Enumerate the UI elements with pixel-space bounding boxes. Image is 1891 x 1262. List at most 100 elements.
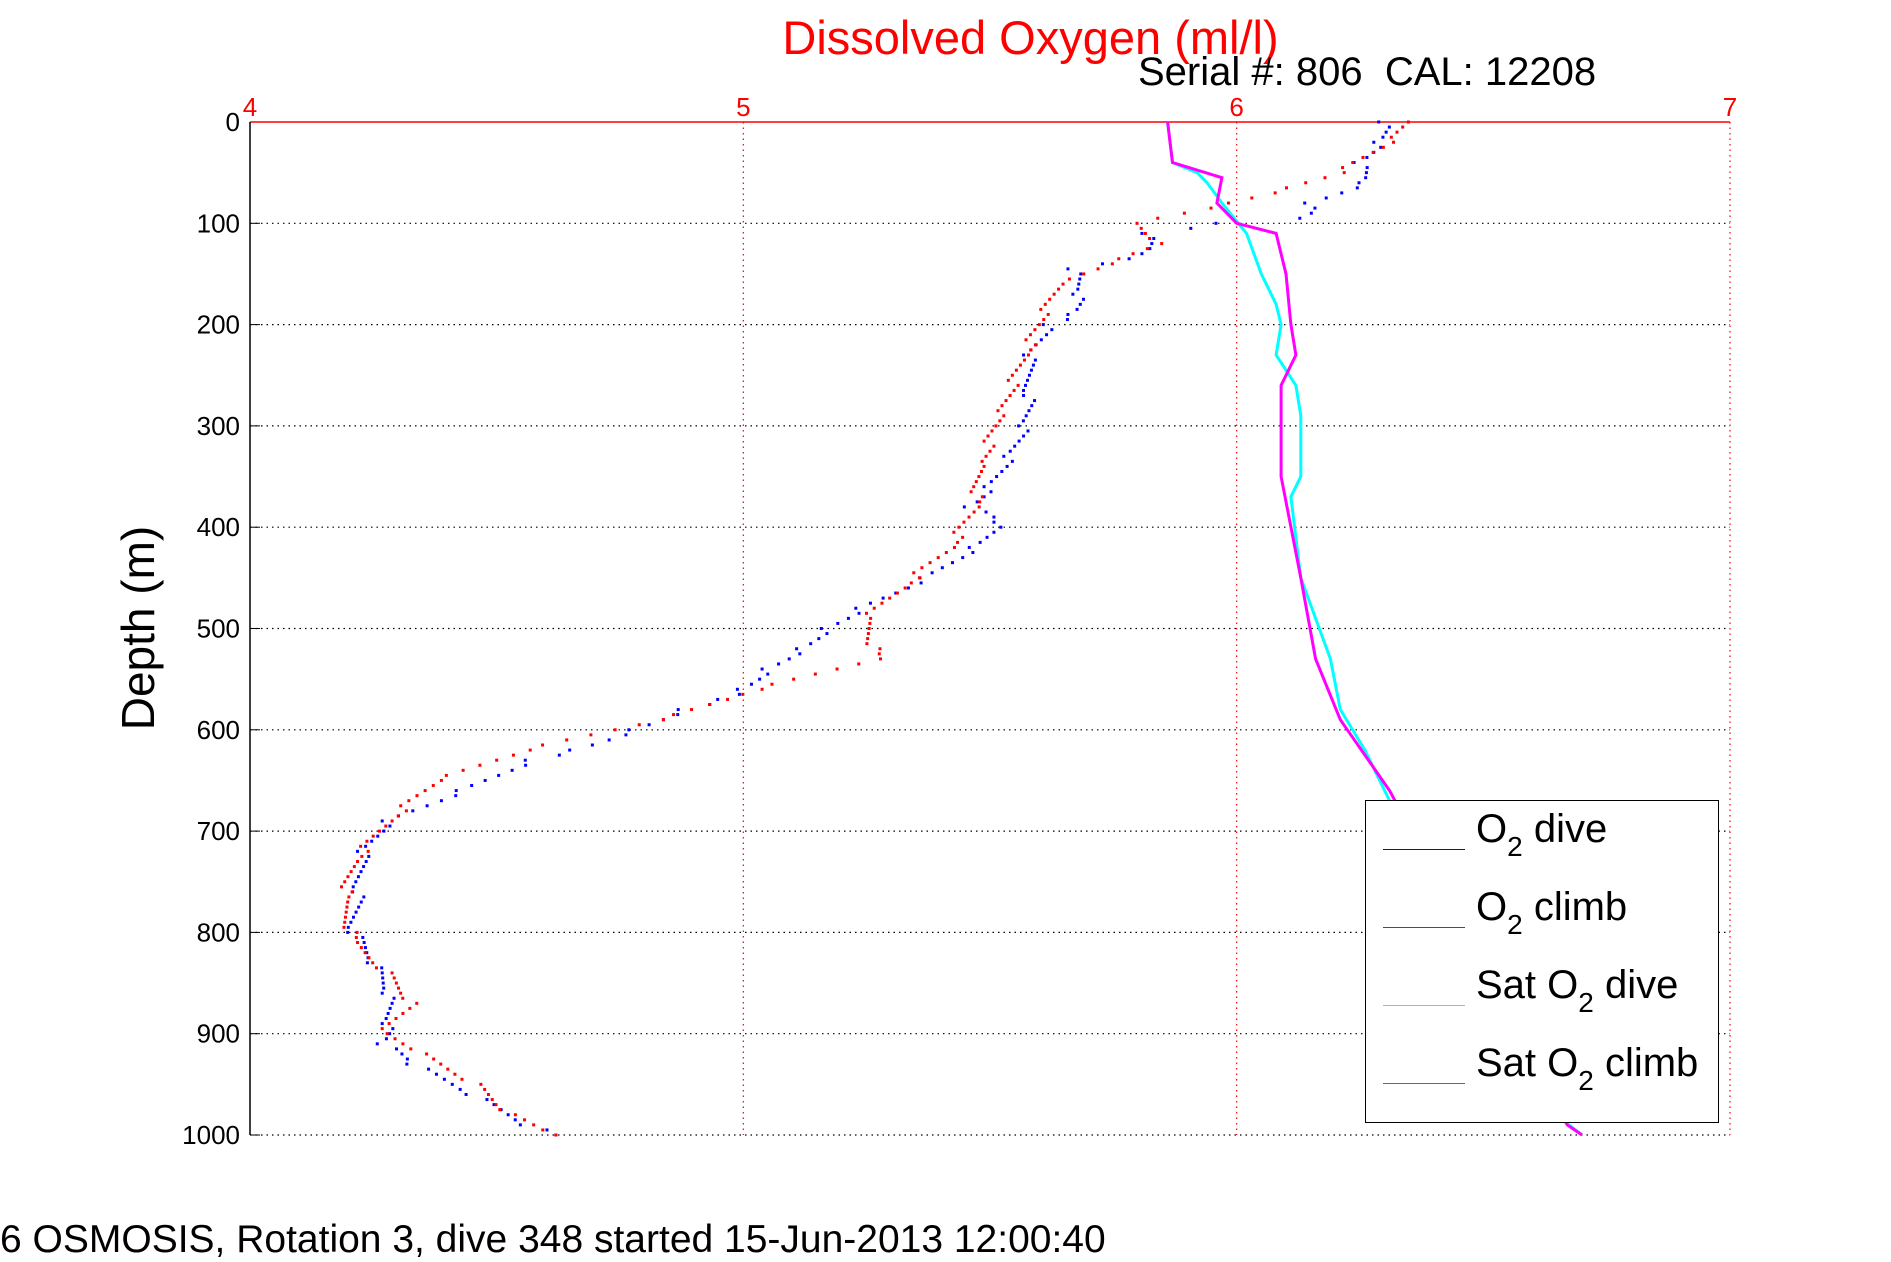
y-tick-label: 600 bbox=[197, 715, 240, 745]
data-point bbox=[409, 1047, 413, 1051]
data-point bbox=[1065, 318, 1069, 322]
data-point bbox=[737, 692, 741, 696]
data-point bbox=[382, 829, 386, 833]
data-point bbox=[349, 870, 353, 874]
data-point bbox=[992, 530, 996, 534]
data-point bbox=[813, 672, 817, 676]
data-point bbox=[1182, 211, 1186, 215]
data-point bbox=[1309, 211, 1313, 215]
data-point bbox=[346, 875, 350, 879]
data-point bbox=[345, 905, 349, 909]
data-point bbox=[1026, 353, 1030, 357]
data-point bbox=[998, 419, 1002, 423]
data-point bbox=[878, 647, 882, 651]
data-point bbox=[344, 910, 348, 914]
data-point bbox=[375, 1042, 379, 1046]
data-point bbox=[395, 1047, 399, 1051]
data-point bbox=[1008, 394, 1012, 398]
data-point bbox=[1078, 302, 1082, 306]
legend-item-o2-dive: O2 dive bbox=[1366, 807, 1718, 867]
legend-swatch bbox=[1383, 927, 1465, 928]
data-point bbox=[1008, 449, 1012, 453]
data-point bbox=[401, 1042, 405, 1046]
data-point bbox=[365, 839, 369, 843]
data-point bbox=[554, 1133, 558, 1137]
data-point bbox=[1067, 277, 1071, 281]
data-point bbox=[342, 925, 346, 929]
data-point bbox=[1031, 363, 1035, 367]
data-point bbox=[982, 439, 986, 443]
data-point bbox=[511, 753, 515, 757]
data-point bbox=[607, 738, 611, 742]
data-point bbox=[1284, 186, 1288, 190]
legend-swatch bbox=[1383, 849, 1465, 850]
data-point bbox=[1381, 145, 1385, 149]
data-point bbox=[969, 490, 973, 494]
data-point bbox=[1005, 464, 1009, 468]
data-point bbox=[357, 905, 361, 909]
data-point bbox=[1156, 216, 1160, 220]
data-point bbox=[1379, 145, 1383, 149]
x-tick-label: 6 bbox=[1229, 92, 1243, 122]
data-point bbox=[1012, 388, 1016, 392]
data-point bbox=[380, 966, 384, 970]
data-point bbox=[868, 601, 872, 605]
data-point bbox=[956, 540, 960, 544]
data-point bbox=[415, 1001, 419, 1005]
data-point bbox=[1022, 394, 1026, 398]
legend-label: O bbox=[1476, 807, 1508, 851]
data-point bbox=[760, 687, 764, 691]
data-point bbox=[492, 1103, 496, 1107]
data-point bbox=[388, 1032, 392, 1036]
data-point bbox=[391, 1027, 395, 1031]
data-point bbox=[400, 1052, 404, 1056]
data-point bbox=[1392, 140, 1396, 144]
chart-title: Dissolved Oxygen (ml/l) bbox=[782, 11, 1279, 64]
data-point bbox=[978, 540, 982, 544]
data-point bbox=[362, 865, 366, 869]
data-point bbox=[857, 662, 861, 666]
data-point bbox=[1029, 348, 1033, 352]
data-point bbox=[1209, 206, 1213, 210]
data-point bbox=[589, 733, 593, 737]
y-tick-label: 700 bbox=[197, 816, 240, 846]
data-point bbox=[378, 829, 381, 833]
data-point bbox=[362, 895, 366, 899]
data-point bbox=[590, 743, 594, 747]
data-point bbox=[394, 981, 398, 985]
data-point bbox=[961, 556, 965, 560]
data-point bbox=[1140, 231, 1144, 235]
data-point bbox=[627, 728, 631, 732]
data-point bbox=[967, 515, 971, 519]
data-point bbox=[798, 652, 802, 656]
data-point bbox=[994, 424, 998, 428]
data-point bbox=[384, 824, 388, 828]
data-point bbox=[1048, 297, 1052, 301]
legend-label-post: dive bbox=[1593, 963, 1679, 1007]
data-point bbox=[741, 692, 745, 696]
data-point bbox=[749, 682, 753, 686]
data-point bbox=[1298, 216, 1302, 220]
data-point bbox=[356, 859, 360, 863]
data-point bbox=[1148, 236, 1152, 240]
data-point bbox=[470, 784, 474, 788]
data-point bbox=[464, 1092, 468, 1096]
data-point bbox=[1018, 363, 1022, 367]
data-point bbox=[399, 991, 403, 995]
data-point bbox=[1046, 312, 1050, 316]
data-point bbox=[366, 849, 370, 853]
data-point bbox=[384, 1017, 388, 1021]
data-point bbox=[787, 657, 791, 661]
legend-label-post: dive bbox=[1522, 807, 1608, 851]
data-point bbox=[977, 475, 981, 479]
data-point bbox=[1042, 318, 1046, 322]
data-point bbox=[350, 890, 354, 894]
data-point bbox=[985, 535, 989, 539]
data-point bbox=[532, 1123, 536, 1127]
data-point bbox=[1357, 181, 1361, 185]
data-point bbox=[490, 1098, 494, 1102]
data-point bbox=[1324, 196, 1328, 200]
data-point bbox=[1010, 373, 1014, 377]
data-point bbox=[528, 748, 532, 752]
data-point bbox=[355, 930, 359, 934]
